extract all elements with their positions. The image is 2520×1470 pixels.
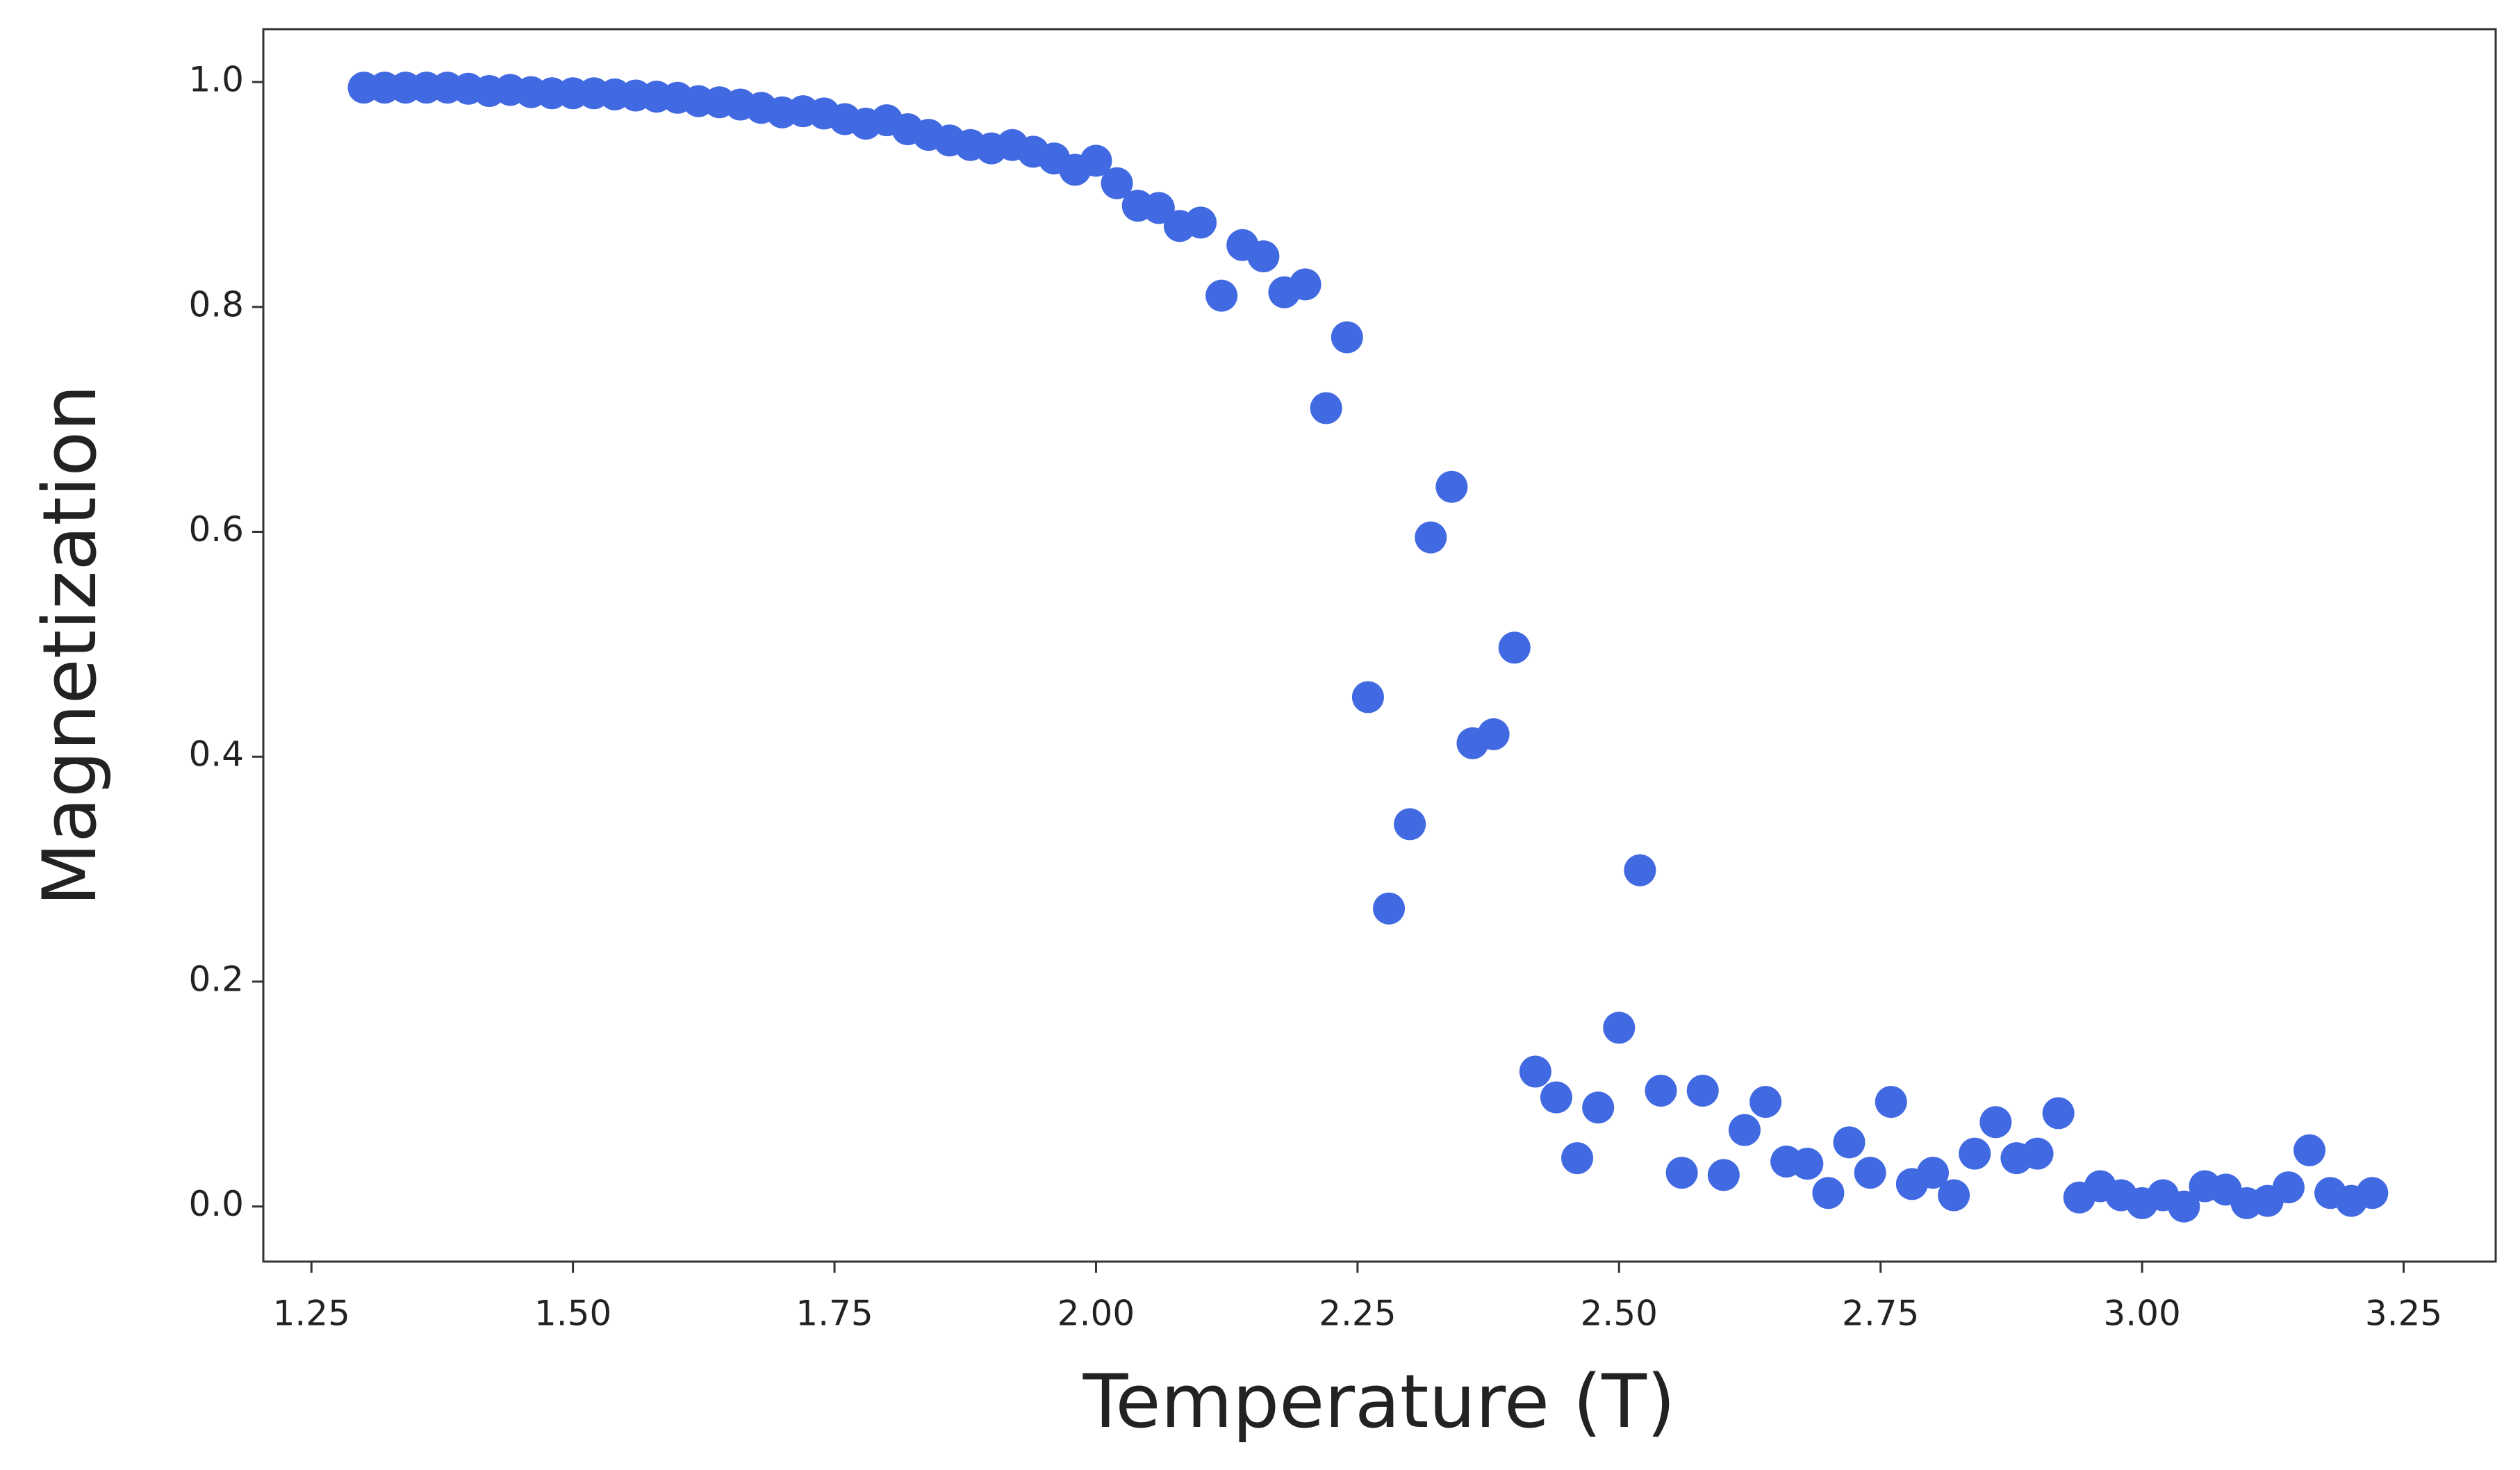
x-tick-label: 1.25 xyxy=(273,1294,350,1334)
point xyxy=(1749,1086,1782,1118)
point xyxy=(1310,392,1342,424)
y-tick-label: 0.8 xyxy=(188,284,244,324)
x-tick-label: 1.50 xyxy=(534,1294,611,1334)
y-tick-label: 0.6 xyxy=(188,509,244,550)
point xyxy=(1938,1179,1970,1212)
point xyxy=(1791,1148,1824,1180)
point xyxy=(1812,1177,1845,1209)
point xyxy=(1979,1106,2012,1139)
point xyxy=(2021,1137,2054,1170)
point xyxy=(1331,321,1363,354)
point xyxy=(1435,470,1468,503)
plot-frame xyxy=(262,28,2497,1263)
point xyxy=(2168,1190,2200,1223)
point xyxy=(1415,521,1447,554)
point xyxy=(1080,144,1112,177)
point xyxy=(1289,268,1321,301)
x-tick-label: 3.25 xyxy=(2365,1294,2442,1334)
point xyxy=(1247,240,1280,272)
point xyxy=(1142,192,1175,224)
point xyxy=(1707,1159,1740,1191)
point xyxy=(1833,1126,1866,1159)
point xyxy=(1373,892,1406,925)
point xyxy=(1101,167,1133,199)
point xyxy=(1603,1011,1636,1044)
point xyxy=(1205,279,1238,312)
point xyxy=(1959,1137,1991,1170)
point xyxy=(1875,1086,1907,1118)
point xyxy=(1498,631,1531,664)
point xyxy=(2042,1097,2075,1130)
point xyxy=(1477,718,1510,750)
point xyxy=(1540,1081,1572,1114)
point xyxy=(1686,1074,1719,1107)
x-tick-label: 1.75 xyxy=(796,1294,873,1334)
x-axis-label: Temperature (T) xyxy=(1082,1359,1676,1444)
point xyxy=(1185,206,1217,239)
point xyxy=(1728,1114,1761,1146)
y-tick-label: 0.0 xyxy=(188,1184,244,1224)
x-tick-label: 2.50 xyxy=(1581,1294,1658,1334)
point xyxy=(1916,1157,1949,1189)
point xyxy=(1624,854,1656,886)
y-tick-label: 0.4 xyxy=(188,734,244,775)
x-tick-label: 2.75 xyxy=(1842,1294,1919,1334)
point xyxy=(1351,681,1384,713)
point xyxy=(2272,1171,2305,1204)
point xyxy=(1519,1055,1551,1088)
point xyxy=(1645,1074,1677,1107)
y-tick-label: 0.2 xyxy=(188,959,244,999)
y-axis-label: Magnetization xyxy=(27,385,113,907)
point xyxy=(1561,1142,1594,1175)
point xyxy=(1665,1157,1698,1189)
point xyxy=(1394,808,1426,841)
x-tick-label: 2.00 xyxy=(1057,1294,1135,1334)
x-tick-label: 3.00 xyxy=(2103,1294,2180,1334)
point xyxy=(2293,1134,2325,1166)
y-tick-label: 1.0 xyxy=(188,60,244,100)
point xyxy=(1582,1091,1615,1124)
x-tick-label: 2.25 xyxy=(1319,1294,1396,1334)
point xyxy=(2356,1177,2389,1209)
point xyxy=(1854,1157,1886,1189)
